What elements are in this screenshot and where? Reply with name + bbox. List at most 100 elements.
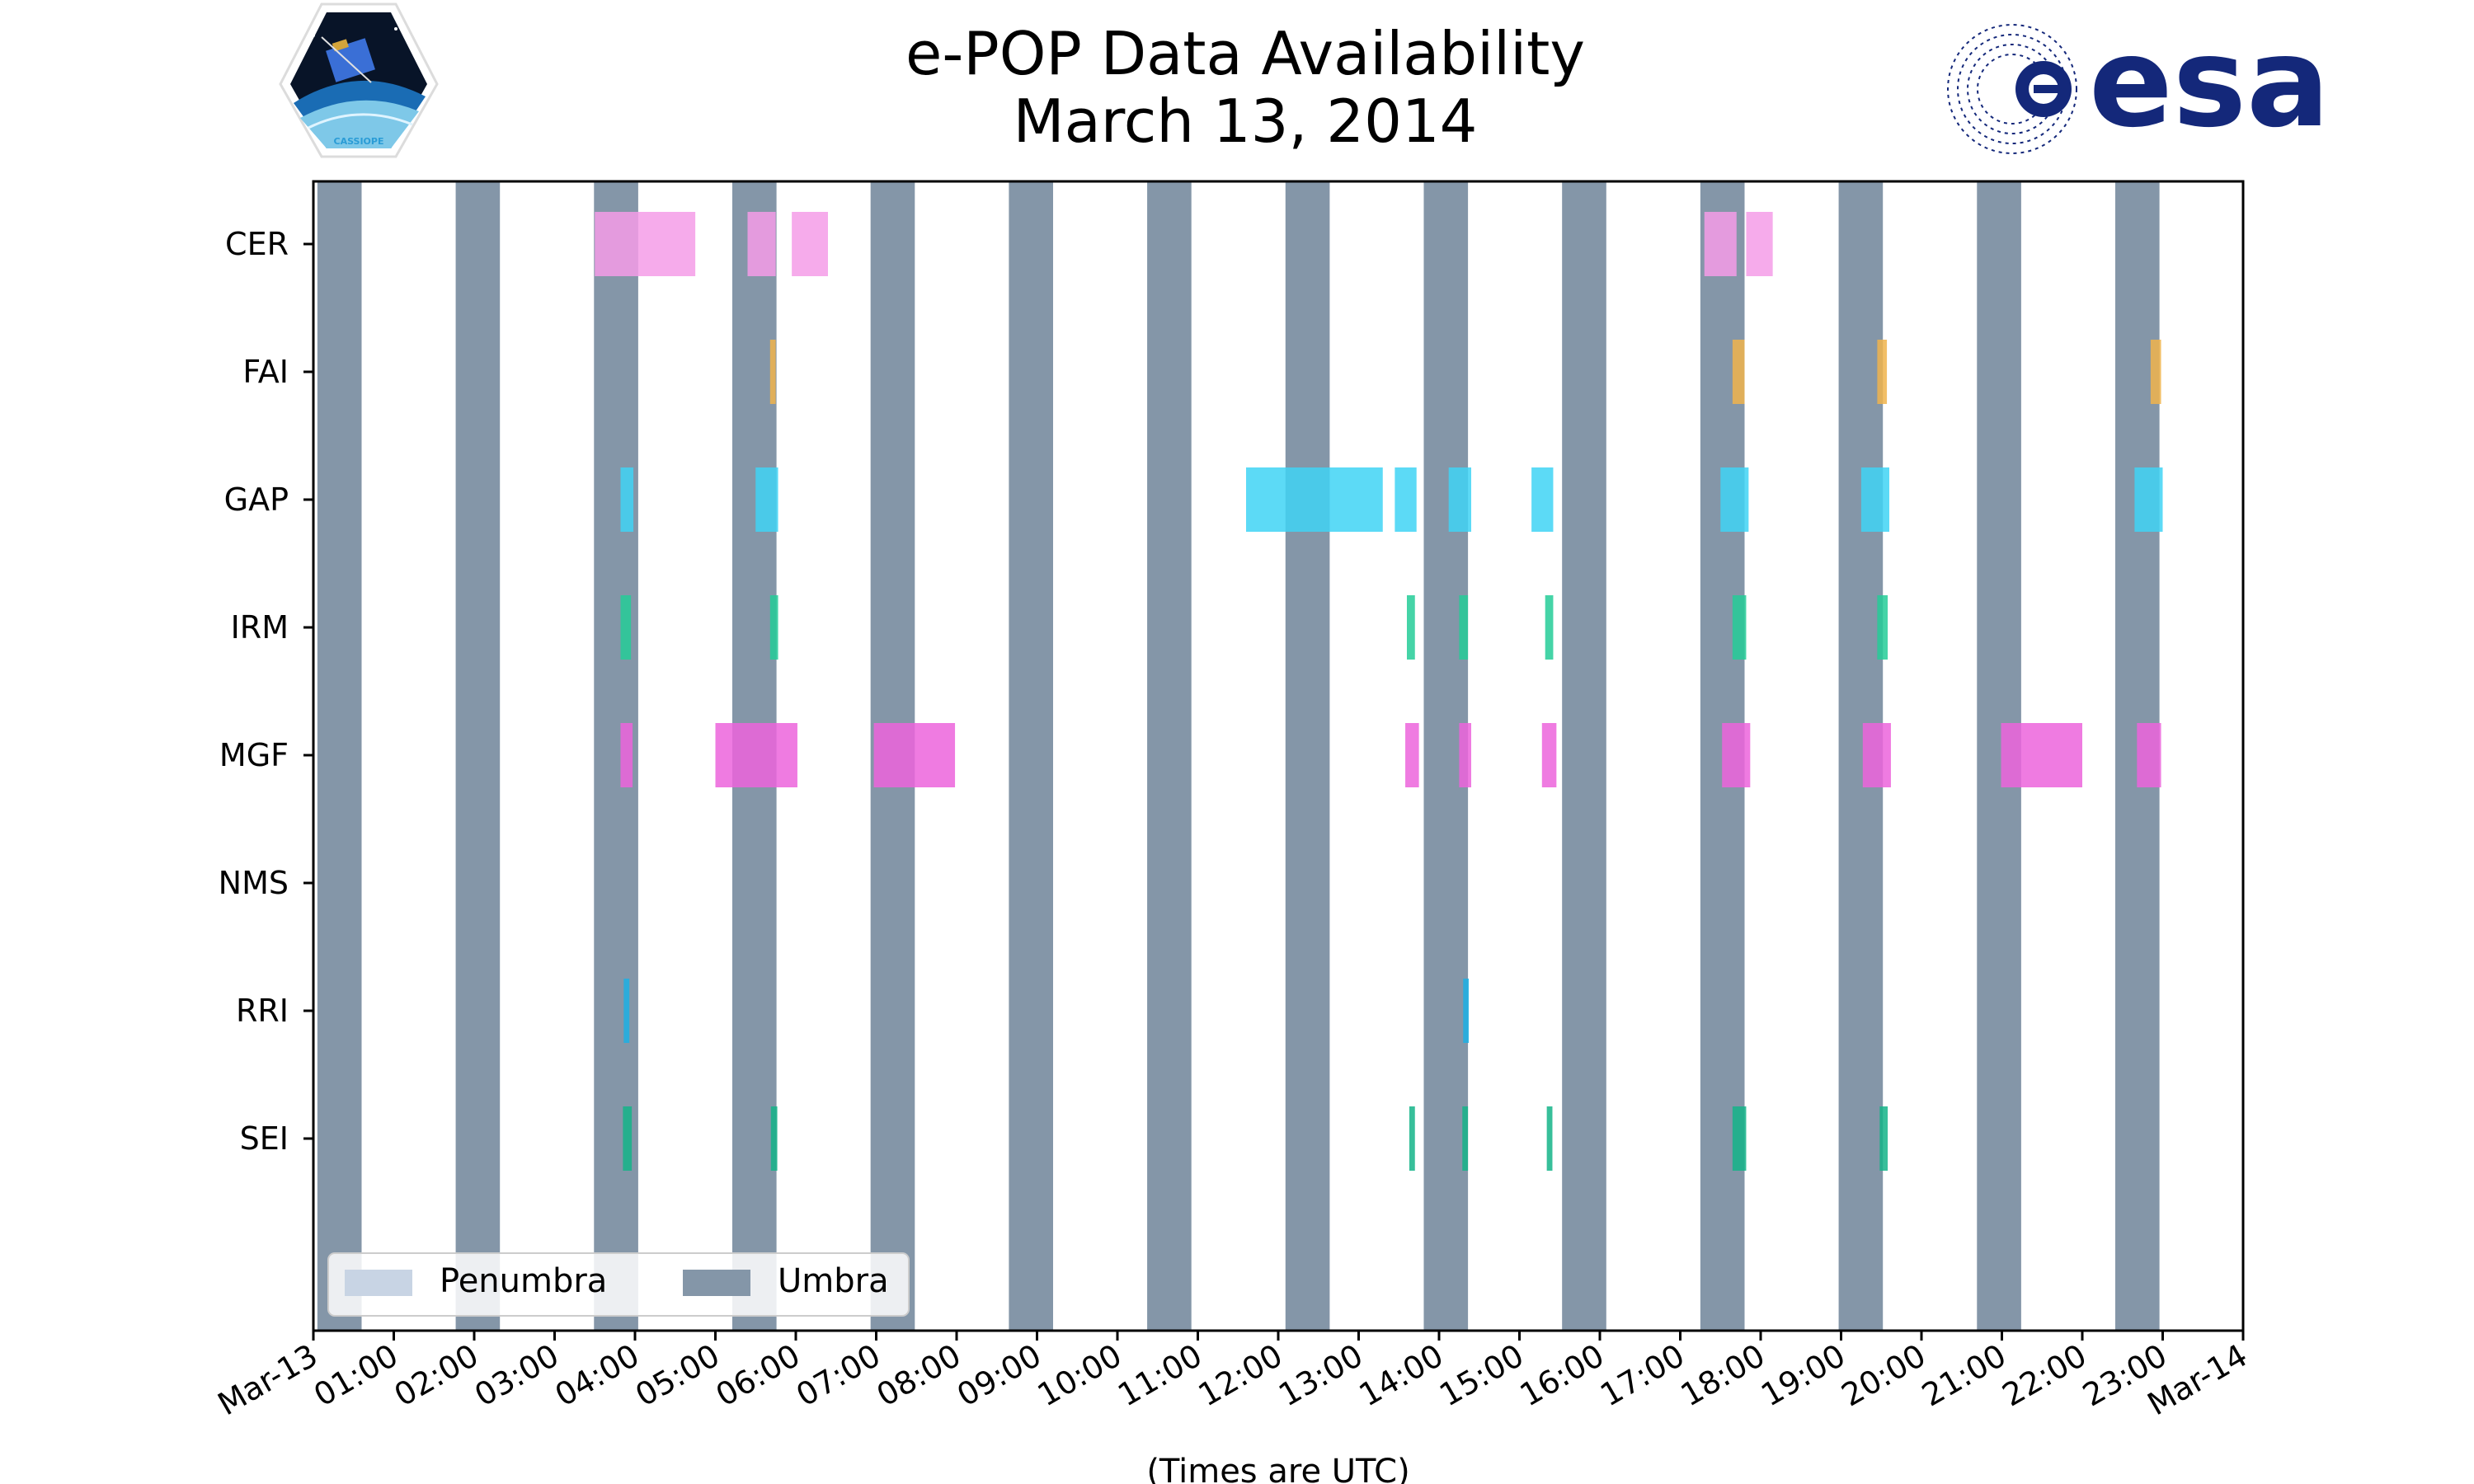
x-tick-label: 18:00	[1675, 1337, 1771, 1414]
bar-sei	[1546, 1106, 1553, 1171]
legend-swatch-penumbra	[345, 1270, 412, 1296]
esa-emblem	[1947, 24, 2077, 154]
bar-gap	[1720, 467, 1749, 532]
chart-title: e-POP Data Availability	[905, 19, 1585, 88]
umbra-band	[1147, 181, 1192, 1331]
x-tick-label: 14:00	[1353, 1337, 1450, 1414]
x-tick-label: 08:00	[871, 1337, 967, 1414]
x-tick-label: 04:00	[549, 1337, 646, 1414]
y-tick-label: NMS	[219, 865, 289, 901]
bar-cer	[595, 212, 696, 276]
x-tick-label: 21:00	[1916, 1337, 2012, 1414]
esa-logo: esa	[1947, 12, 2330, 155]
bar-sei	[1879, 1106, 1888, 1171]
data-bars	[595, 212, 2163, 1171]
cassiope-caption: CASSIOPE	[334, 136, 384, 147]
bar-fai	[2150, 340, 2161, 404]
bar-mgf	[620, 723, 633, 787]
bar-fai	[769, 340, 776, 404]
bar-gap	[2134, 467, 2163, 532]
y-tick-label: FAI	[242, 354, 289, 390]
x-tick-label: 06:00	[710, 1337, 807, 1414]
bar-gap	[755, 467, 778, 532]
bar-fai	[1877, 340, 1888, 404]
umbra-band	[1285, 181, 1330, 1331]
legend-swatch-umbra	[683, 1270, 750, 1296]
legend-label-umbra: Umbra	[778, 1262, 889, 1300]
bar-mgf	[2137, 723, 2161, 787]
bar-mgf	[715, 723, 797, 787]
bar-gap	[1448, 467, 1471, 532]
bar-mgf	[2001, 723, 2082, 787]
bar-gap	[1246, 467, 1383, 532]
x-tick-label: 19:00	[1755, 1337, 1851, 1414]
plot-area	[312, 180, 2245, 1332]
y-tick-label: SEI	[240, 1120, 289, 1157]
bar-irm	[1545, 595, 1554, 660]
x-tick-label: 10:00	[1032, 1337, 1128, 1414]
y-tick-label: CER	[225, 226, 289, 262]
bar-irm	[620, 595, 632, 660]
bar-sei	[623, 1106, 633, 1171]
bar-irm	[1459, 595, 1469, 660]
bar-irm	[1877, 595, 1888, 660]
x-tick-label: 02:00	[388, 1337, 485, 1414]
x-axis: Mar-1301:0002:0003:0004:0005:0006:0007:0…	[212, 1331, 2254, 1422]
bar-sei	[1462, 1106, 1469, 1171]
bar-rri	[1463, 979, 1470, 1043]
bar-gap	[620, 467, 634, 532]
bar-irm	[1407, 595, 1415, 660]
y-tick-label: RRI	[236, 993, 289, 1029]
x-tick-label: 07:00	[790, 1337, 887, 1414]
umbra-band	[455, 181, 501, 1331]
esa-wordmark: esa	[2089, 12, 2330, 155]
bar-mgf	[1541, 723, 1557, 787]
x-tick-label: 16:00	[1514, 1337, 1611, 1414]
umbra-band	[1562, 181, 1606, 1331]
bar-mgf	[1405, 723, 1419, 787]
y-axis: CER FAI GAP IRM MGF NMS RRI SEI	[219, 226, 313, 1157]
umbra-band	[1009, 181, 1053, 1331]
bar-cer	[1746, 212, 1773, 276]
bar-cer	[747, 212, 776, 276]
bar-mgf	[1722, 723, 1751, 787]
bar-sei	[1732, 1106, 1747, 1171]
bar-irm	[769, 595, 778, 660]
x-tick-label: 13:00	[1272, 1337, 1369, 1414]
bar-rri	[623, 979, 630, 1043]
x-tick-label: 22:00	[1997, 1337, 2093, 1414]
x-tick-label: 20:00	[1836, 1337, 1932, 1414]
y-tick-label: IRM	[231, 609, 289, 646]
legend-box	[327, 1252, 910, 1317]
bar-mgf	[873, 723, 956, 787]
legend: Penumbra Umbra	[327, 1252, 910, 1317]
x-tick-label: 05:00	[629, 1337, 726, 1414]
x-tick-label: 12:00	[1192, 1337, 1289, 1414]
chart-subtitle: March 13, 2014	[1014, 87, 1478, 156]
bar-cer	[792, 212, 828, 276]
x-tick-label: Mar-13	[212, 1337, 324, 1423]
x-tick-label: 11:00	[1112, 1337, 1208, 1414]
x-tick-label: 17:00	[1594, 1337, 1691, 1414]
bar-gap	[1860, 467, 1889, 532]
bar-sei	[1409, 1106, 1415, 1171]
cassiope-logo: CASSIOPE	[279, 2, 439, 158]
legend-label-penumbra: Penumbra	[440, 1262, 607, 1300]
bar-mgf	[1862, 723, 1891, 787]
x-tick-label: 01:00	[308, 1337, 404, 1414]
x-tick-label: 09:00	[951, 1337, 1047, 1414]
bar-gap	[1395, 467, 1417, 532]
x-axis-label: (Times are UTC)	[1146, 1453, 1409, 1484]
bar-mgf	[1459, 723, 1471, 787]
y-tick-label: MGF	[219, 737, 289, 773]
x-tick-label: 03:00	[468, 1337, 565, 1414]
x-tick-label: 15:00	[1433, 1337, 1530, 1414]
bar-gap	[1531, 467, 1554, 532]
umbra-band	[317, 181, 362, 1331]
bar-sei	[770, 1106, 778, 1171]
bar-cer	[1704, 212, 1737, 276]
y-tick-label: GAP	[224, 481, 289, 518]
bar-fai	[1732, 340, 1745, 404]
bar-irm	[1732, 595, 1747, 660]
